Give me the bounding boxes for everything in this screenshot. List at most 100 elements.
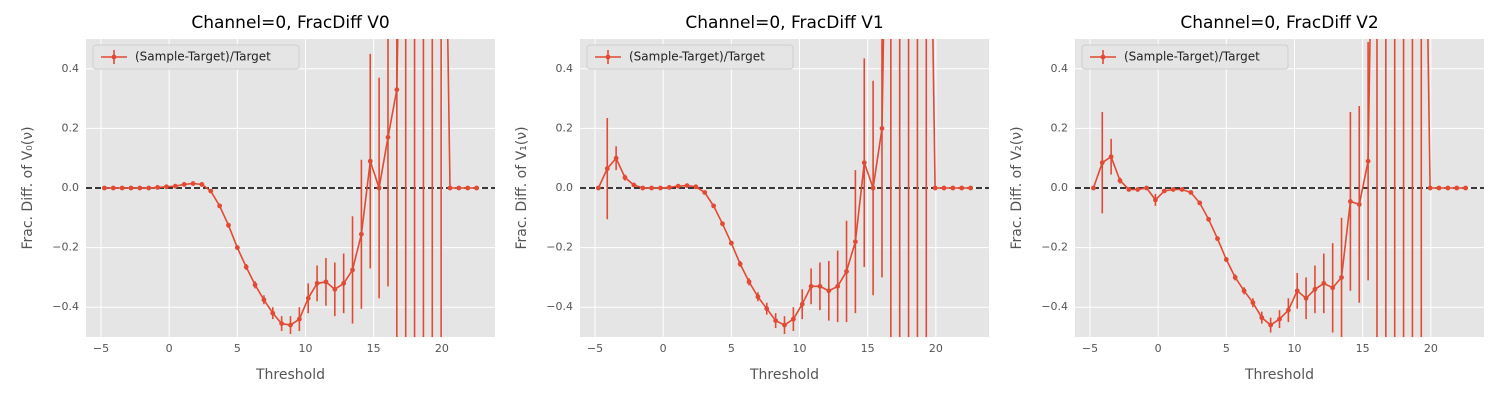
chart-title: Channel=0, FracDiff V1 <box>685 13 883 33</box>
data-point <box>959 185 965 191</box>
y-tick-label: −0.2 <box>1041 241 1068 254</box>
data-point <box>631 182 637 188</box>
data-point <box>279 321 285 326</box>
data-point <box>1153 197 1158 203</box>
data-point <box>119 185 125 191</box>
y-tick-label: 0.2 <box>62 121 80 134</box>
data-point <box>604 166 610 172</box>
data-point <box>1285 307 1291 313</box>
data-point <box>693 184 699 190</box>
data-point <box>1356 201 1362 207</box>
data-point <box>1277 316 1282 322</box>
data-point <box>181 182 187 187</box>
data-point <box>1339 275 1344 280</box>
data-point <box>790 316 796 322</box>
data-point <box>675 183 681 189</box>
data-point <box>968 185 973 191</box>
data-point <box>226 222 231 228</box>
x-tick-label: 10 <box>298 342 312 355</box>
data-point <box>1321 280 1327 286</box>
data-point <box>640 185 646 191</box>
data-point <box>782 322 787 328</box>
data-point <box>1117 178 1123 183</box>
y-tick-label: 0.0 <box>1051 181 1069 194</box>
chart-title: Channel=0, FracDiff V0 <box>191 13 389 33</box>
data-point <box>332 286 338 292</box>
data-point <box>146 185 152 191</box>
data-point <box>1215 236 1220 242</box>
data-point <box>172 183 178 189</box>
subplot: −0.4 −0.2 0.0 0.2 0.4 −5 0 5 10 15 20 Channel=0, Fr… <box>20 13 495 383</box>
data-point <box>728 240 734 246</box>
legend-box <box>92 44 300 70</box>
data-point <box>110 185 116 191</box>
data-point <box>323 279 329 285</box>
data-point <box>261 297 267 303</box>
data-point <box>465 185 471 191</box>
x-tick-label: −5 <box>1082 342 1098 355</box>
data-point <box>1206 216 1212 222</box>
y-tick-label: 0.0 <box>62 181 80 194</box>
data-point <box>447 185 453 191</box>
data-point <box>128 185 134 191</box>
data-point <box>720 221 725 227</box>
y-tick-label: 0.0 <box>556 181 574 194</box>
legend-marker <box>1100 54 1106 60</box>
data-point <box>1250 300 1256 306</box>
data-point <box>199 182 205 187</box>
data-point <box>799 301 805 307</box>
x-tick-label: 5 <box>234 342 241 355</box>
data-point <box>711 203 717 209</box>
y-tick-label: −0.4 <box>52 300 79 313</box>
data-point <box>613 155 619 161</box>
data-point <box>305 295 311 301</box>
data-point <box>764 306 770 312</box>
data-point <box>252 282 258 288</box>
x-axis-label: Threshold <box>749 367 819 383</box>
data-point <box>1126 187 1132 192</box>
y-tick-label: −0.4 <box>546 300 573 313</box>
data-point <box>367 158 373 164</box>
data-point <box>1223 257 1229 262</box>
data-point <box>155 185 160 190</box>
data-point <box>1188 190 1194 195</box>
data-point <box>1294 288 1300 294</box>
data-point <box>658 185 663 191</box>
x-tick-label: 15 <box>367 342 381 355</box>
x-tick-label: −5 <box>93 342 109 355</box>
data-point <box>1303 295 1309 301</box>
data-point <box>1436 185 1442 191</box>
x-tick-label: 15 <box>861 342 875 355</box>
data-point <box>341 280 347 286</box>
data-point <box>1268 322 1274 328</box>
data-point <box>385 134 391 140</box>
data-point <box>808 283 814 289</box>
legend-label: (Sample-Target)/Target <box>629 50 765 64</box>
data-point <box>1144 185 1149 191</box>
y-tick-label: −0.4 <box>1041 300 1068 313</box>
data-point <box>932 185 938 191</box>
data-point <box>684 183 690 189</box>
legend-marker <box>111 54 117 60</box>
plot-content <box>86 39 495 337</box>
x-tick-label: 20 <box>1424 342 1438 355</box>
data-point <box>861 160 867 166</box>
subplot: −0.4 −0.2 0.0 0.2 0.4 −5 0 5 10 15 20 Channel=0, Fr… <box>1009 13 1484 383</box>
data-point <box>844 269 849 274</box>
data-point <box>941 185 947 191</box>
data-point <box>755 294 761 300</box>
y-axis-label: Frac. Diff. of V₁(ν) <box>514 126 530 249</box>
y-axis-label: Frac. Diff. of V₀(ν) <box>20 126 36 249</box>
data-point <box>234 245 240 251</box>
data-point <box>1232 275 1238 280</box>
data-point <box>288 322 293 328</box>
data-point <box>456 185 462 191</box>
y-tick-label: 0.4 <box>1051 62 1069 75</box>
data-point <box>1312 286 1318 292</box>
y-tick-label: −0.2 <box>52 241 79 254</box>
legend-marker <box>605 54 611 60</box>
data-point <box>1161 188 1167 194</box>
data-point <box>622 175 628 180</box>
data-point <box>835 283 841 289</box>
